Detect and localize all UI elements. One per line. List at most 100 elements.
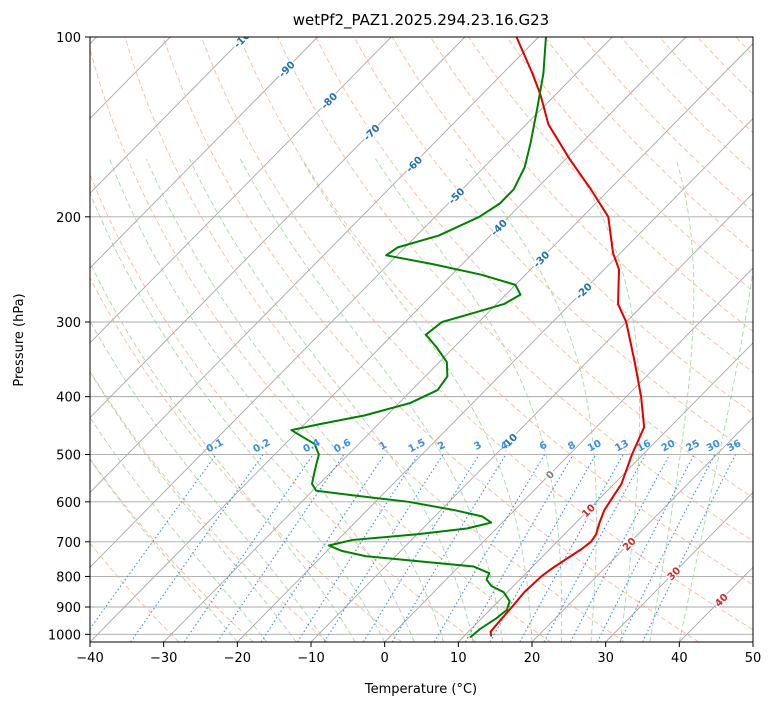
plot-area: -100-90-80-70-60-50-40-30-20-10010203040… — [90, 37, 753, 642]
moist-adiabat — [90, 416, 268, 642]
isotherm-label: -30 — [530, 248, 554, 272]
mixing-ratio-label: 6 — [538, 440, 549, 453]
dry-adiabat — [239, 37, 753, 586]
x-tick-label: 30 — [597, 651, 614, 666]
isotherm-label: -40 — [488, 216, 512, 240]
mixing-ratio-line — [433, 454, 546, 642]
moist-adiabats — [90, 158, 753, 642]
mixing-ratio-label: 20 — [660, 438, 677, 454]
dry-adiabat — [506, 37, 753, 292]
mixing-ratio-line — [362, 454, 480, 642]
isotherm-line — [237, 117, 753, 642]
isotherm-line — [90, 37, 687, 642]
mixing-ratio-label: 8 — [566, 440, 577, 453]
temperature-line — [489, 37, 646, 637]
isotherm-label: -20 — [573, 280, 597, 304]
isotherm-label: 10 — [579, 501, 600, 522]
mixing-ratio-label: 1 — [378, 440, 389, 453]
mixing-ratio-line — [260, 454, 385, 642]
isotherm-label-text: -20 — [574, 281, 595, 302]
isotherm-label-text: 30 — [666, 565, 684, 583]
isotherm-label-text: 10 — [580, 503, 598, 521]
y-axis: 100 200 300 400 500 600 700 800 900 1000 — [48, 31, 90, 643]
dry-adiabat — [200, 37, 753, 631]
mixing-ratio-label: 10 — [586, 438, 603, 454]
x-tick-label: −10 — [297, 651, 324, 666]
x-tick-label: −40 — [76, 651, 103, 666]
y-axis-label: Pressure (hPa) — [12, 293, 27, 386]
moist-adiabat — [239, 158, 503, 642]
mixing-ratio-line — [391, 454, 507, 642]
mixing-ratio-label: 25 — [684, 438, 701, 454]
mixing-ratio-line — [569, 454, 671, 642]
mixing-ratio-line — [464, 454, 574, 642]
isotherm-label-text: -50 — [447, 186, 468, 207]
isotherm-label: -70 — [361, 121, 385, 145]
isotherm-label-text: -40 — [489, 218, 510, 239]
isotherm-line — [90, 37, 613, 568]
dewpoint-line — [290, 37, 547, 638]
dry-adiabat — [544, 37, 753, 252]
isotherm-label-text: -70 — [362, 123, 383, 144]
mixing-ratio-label: 0.1 — [205, 437, 226, 455]
moist-adiabat — [90, 458, 238, 642]
isotherm-label: -100 — [231, 37, 260, 52]
isotherm-label: 0 — [543, 468, 559, 484]
mixing-ratio-line — [130, 454, 264, 642]
dry-adiabat — [90, 47, 551, 642]
mixing-ratio-line — [297, 454, 419, 642]
x-tick-label: −30 — [150, 651, 177, 666]
mixing-ratio-line — [619, 454, 716, 642]
isotherm-label: -50 — [445, 185, 469, 209]
dry-adiabat — [90, 173, 477, 642]
chart-title: wetPf2_PAZ1.2025.294.23.16.G23 — [293, 11, 549, 30]
isotherm-label: -80 — [318, 90, 342, 114]
dry-adiabat — [277, 37, 753, 542]
moist-adiabat — [90, 370, 297, 642]
moist-adiabat — [109, 158, 415, 642]
mixing-ratio-line — [642, 454, 737, 642]
moist-adiabat — [189, 158, 474, 642]
isotherm-label: 30 — [664, 564, 685, 585]
x-tick-label: 20 — [524, 651, 541, 666]
dry-adiabat — [124, 37, 625, 642]
dry-adiabat — [162, 37, 700, 642]
isotherm-label: -60 — [403, 153, 427, 177]
sounding-series — [290, 37, 646, 638]
moist-adiabat — [146, 158, 445, 642]
y-tick-label: 700 — [56, 536, 81, 551]
y-tick-label: 300 — [56, 316, 81, 331]
x-axis-label: Temperature (°C) — [364, 682, 477, 697]
isotherm-line — [384, 267, 753, 642]
dry-adiabats — [90, 37, 753, 642]
isotherm-label-text: 0 — [544, 469, 557, 482]
mixing-ratio-label: 0.4 — [301, 437, 322, 455]
isotherm-line — [90, 37, 539, 494]
mixing-ratio-label: 4 — [499, 440, 510, 453]
y-tick-label: 900 — [56, 601, 81, 616]
moist-adiabat — [300, 158, 533, 642]
mixing-ratio-labels: 0.1 0.2 0.4 0.6 1 1.5 2 3 4 6 8 10 13 16 20 25 30 36 — [205, 437, 744, 455]
moist-adiabat — [90, 320, 327, 642]
moist-adiabat — [90, 191, 386, 642]
isotherm-line — [90, 37, 245, 194]
isotherm-line — [679, 566, 753, 642]
x-tick-label: −20 — [224, 651, 251, 666]
mixing-ratio-line — [323, 454, 444, 642]
dry-adiabat — [429, 37, 753, 373]
dry-adiabat — [658, 37, 753, 134]
isotherm-label-text: -80 — [320, 91, 341, 112]
x-tick-label: 50 — [745, 651, 762, 666]
moist-adiabat — [90, 261, 356, 642]
mixing-ratio-label: 3 — [472, 440, 483, 453]
x-tick-label: 40 — [671, 651, 688, 666]
isobar-lines — [90, 37, 753, 635]
isotherm-line — [605, 491, 753, 642]
mixing-ratio-label: 13 — [613, 438, 630, 454]
y-tick-label: 600 — [56, 496, 81, 511]
isotherm-lines — [90, 37, 753, 642]
moist-adiabat — [649, 158, 695, 642]
isotherm-label: -90 — [276, 58, 300, 82]
